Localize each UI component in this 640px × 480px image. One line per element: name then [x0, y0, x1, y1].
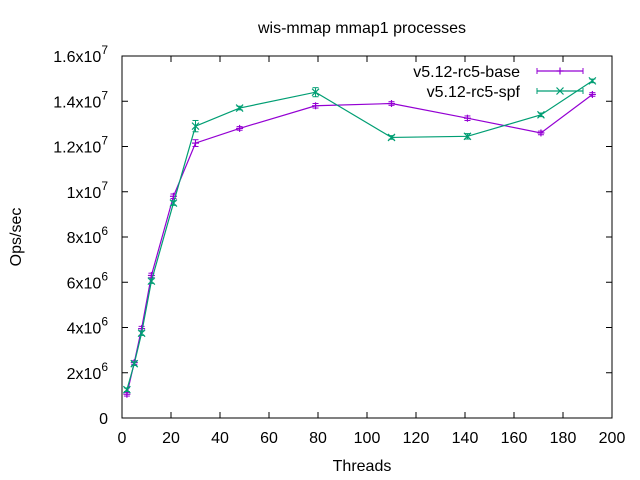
data-point-mark [235, 104, 244, 112]
legend-item: v5.12-rc5-base [413, 64, 584, 81]
y-tick-label-exponent: 7 [101, 179, 108, 193]
data-point [537, 110, 545, 119]
y-tick-label: 2x106 [67, 360, 109, 383]
data-point [463, 114, 471, 122]
data-point [130, 359, 139, 368]
data-point-mark [169, 199, 178, 207]
data-point-mark [537, 110, 545, 119]
legend: v5.12-rc5-base v5.12-rc5-spf [413, 64, 584, 101]
y-tick-label-base: 2x10 [67, 366, 102, 383]
data-point [235, 104, 244, 112]
data-point [147, 277, 156, 286]
series-v5.12-rc5-spf [122, 76, 597, 394]
x-tick-label: 40 [211, 430, 229, 447]
y-tick-label: 1.6x107 [53, 43, 108, 66]
legend-marker [556, 67, 564, 75]
legend-label: v5.12-rc5-base [413, 64, 520, 81]
y-tick-label: 1.2x107 [53, 134, 108, 157]
y-tick-label: 0 [99, 411, 108, 428]
chart-title: wis-mmap mmap1 processes [257, 20, 466, 37]
y-tick-label-exponent: 7 [101, 134, 108, 148]
data-point [463, 132, 472, 141]
y-tick-label-exponent: 6 [101, 269, 108, 283]
data-point-mark [191, 122, 200, 131]
data-point [191, 122, 200, 131]
y-tick-label-exponent: 6 [101, 360, 108, 374]
data-point [169, 199, 178, 207]
y-tick-label-exponent: 6 [101, 224, 108, 238]
y-tick-label-base: 4x10 [67, 321, 102, 338]
y-tick-label-base: 1.4x10 [53, 94, 101, 111]
legend-marker [556, 87, 564, 95]
x-tick-label: 160 [501, 430, 528, 447]
y-tick-label-exponent: 7 [101, 88, 108, 102]
x-tick-label: 100 [354, 430, 381, 447]
data-point [147, 271, 155, 279]
x-axis-label: Threads [333, 458, 392, 475]
x-tick-label: 0 [118, 430, 127, 447]
data-point-mark [311, 88, 320, 97]
y-tick-label-exponent: 7 [101, 43, 108, 57]
y-tick-label: 6x106 [67, 269, 109, 292]
data-point-mark [122, 385, 131, 394]
data-point [588, 76, 597, 85]
x-tick-label: 200 [599, 430, 626, 447]
data-point [588, 90, 596, 98]
series-layer [122, 76, 597, 398]
data-point [236, 124, 244, 132]
y-tick-label: 4x106 [67, 315, 109, 338]
x-tick-label: 80 [309, 430, 327, 447]
data-point-mark [588, 76, 597, 85]
y-tick-label-base: 1x10 [67, 185, 102, 202]
x-axis: 0 20 40 60 80 100 120 140 160 180 200 [118, 56, 626, 447]
data-point-mark [387, 133, 396, 142]
y-axis-label: Ops/sec [8, 208, 25, 267]
legend-label: v5.12-rc5-spf [427, 84, 521, 101]
y-tick-label-base: 6x10 [67, 275, 102, 292]
series-v5.12-rc5-base [123, 90, 596, 398]
data-point [137, 329, 146, 338]
data-point-mark [137, 329, 146, 338]
x-tick-label: 140 [452, 430, 479, 447]
x-tick-label: 20 [162, 430, 180, 447]
x-tick-label: 60 [260, 430, 278, 447]
y-tick-label-base: 1.2x10 [53, 140, 101, 157]
data-point [537, 129, 545, 137]
y-tick-label-exponent: 6 [101, 315, 108, 329]
y-axis: 02x1064x1066x1068x1061x1071.2x1071.4x107… [53, 43, 612, 428]
x-tick-label: 120 [403, 430, 430, 447]
series-line [126, 80, 593, 390]
data-point [192, 139, 199, 147]
legend-item: v5.12-rc5-spf [427, 84, 584, 101]
plot-frame [121, 55, 613, 419]
y-tick-label: 1.4x107 [53, 88, 108, 111]
y-tick-label: 8x106 [67, 224, 109, 247]
data-point [387, 133, 396, 142]
data-point-mark [147, 277, 156, 286]
data-point-mark [556, 87, 564, 95]
data-point [312, 102, 320, 110]
data-point-mark [130, 359, 139, 368]
y-tick-label-base: 0 [99, 411, 108, 428]
data-point [122, 385, 131, 394]
y-tick-label-base: 8x10 [67, 230, 102, 247]
data-point-mark [463, 132, 472, 141]
y-tick-label-base: 1.6x10 [53, 49, 101, 66]
data-point [388, 100, 395, 108]
x-tick-label: 180 [550, 430, 577, 447]
y-tick-label: 1x107 [67, 179, 109, 202]
data-point [311, 88, 320, 97]
